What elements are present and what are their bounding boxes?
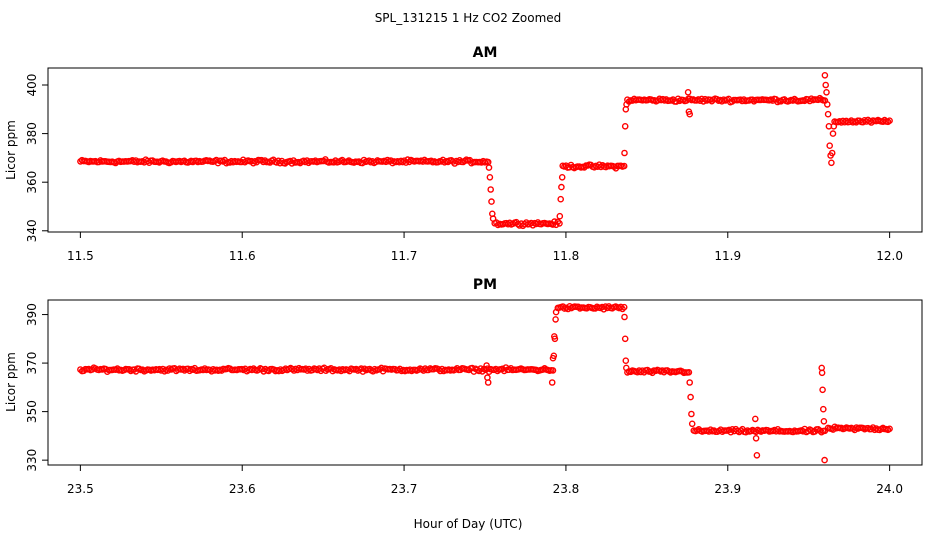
pm-point-transition-2 — [484, 379, 492, 386]
am-x-tick-label-5: 12.0 — [876, 249, 903, 263]
am-point-transition-25 — [828, 159, 835, 167]
am-point-transition-19 — [823, 89, 830, 96]
am-point-seg2-19 — [591, 163, 598, 171]
pm-point-transition-24 — [820, 405, 827, 413]
am-point-transition-16 — [686, 110, 694, 118]
am-panel: AM Licor ppm 11.5 11.6 11.7 11.8 11.9 12.0 340… — [4, 45, 923, 263]
pm-x-tick-label-3: 23.8 — [553, 482, 580, 496]
pm-point-transition-5 — [550, 352, 558, 360]
am-point-seg1-39 — [556, 220, 563, 227]
pm-x-tick-label-0: 23.5 — [67, 482, 94, 496]
am-plot-frame — [47, 67, 923, 233]
pm-y-tick-label-0: 330 — [25, 449, 39, 472]
am-x-tick-label-1: 11.6 — [229, 249, 256, 263]
am-x-tick-label-3: 11.8 — [553, 249, 580, 263]
pm-point-seg1-39 — [620, 303, 628, 311]
pm-point-transition-13 — [623, 364, 630, 372]
pm-point-seg0-50 — [161, 367, 168, 375]
am-y-tick-label-3: 400 — [25, 74, 39, 97]
pm-point-transition-3 — [548, 379, 556, 386]
pm-point-seg0-127 — [290, 367, 298, 374]
am-point-transition-2 — [487, 186, 495, 193]
pm-point-seg2-12 — [644, 366, 651, 374]
am-point-transition-21 — [824, 110, 832, 118]
pm-y-tick-label-3: 390 — [25, 303, 39, 326]
am-point-transition-23 — [826, 142, 834, 149]
am-point-transition-1 — [486, 173, 494, 181]
am-series-points — [77, 72, 893, 230]
pm-point-transition-18 — [752, 415, 759, 423]
am-point-transition-27 — [829, 130, 837, 137]
am-point-transition-7 — [557, 195, 565, 203]
am-point-transition-26 — [828, 149, 836, 157]
pm-point-seg2-37 — [685, 368, 693, 376]
am-y-tick-label-0: 340 — [25, 219, 39, 242]
am-point-transition-0 — [485, 164, 493, 171]
am-point-seg1-38 — [554, 218, 562, 226]
am-point-seg2-37 — [620, 162, 628, 170]
am-x-tick-label-2: 11.7 — [391, 249, 418, 263]
am-point-transition-18 — [822, 81, 830, 89]
am-point-transition-5 — [489, 215, 497, 222]
am-point-transition-6 — [556, 212, 564, 220]
pm-point-transition-26 — [821, 456, 828, 464]
pm-panel: PM Licor ppm 23.5 23.6 23.7 23.8 23.9 24.0 330… — [4, 277, 923, 496]
pm-point-transition-9 — [552, 308, 560, 316]
pm-y-tick-label-1: 350 — [25, 400, 39, 423]
pm-point-transition-25 — [820, 417, 828, 425]
pm-point-seg0-281 — [549, 367, 557, 374]
am-point-transition-28 — [830, 123, 838, 130]
pm-point-transition-22 — [818, 369, 826, 377]
pm-y-tick-label-2: 370 — [25, 352, 39, 375]
pm-point-seg1-38 — [619, 305, 626, 313]
am-point-transition-11 — [621, 123, 629, 130]
figure-suptitle: SPL_131215 1 Hz CO2 Zoomed — [375, 11, 562, 25]
pm-point-transition-7 — [551, 335, 559, 343]
pm-point-transition-23 — [819, 386, 826, 394]
pm-x-tick-label-4: 23.9 — [714, 482, 741, 496]
pm-plot-frame — [47, 299, 923, 466]
pm-point-transition-12 — [622, 357, 630, 365]
am-point-transition-3 — [488, 198, 495, 205]
am-y-tick-label-2: 380 — [25, 122, 39, 145]
pm-point-transition-14 — [686, 379, 694, 386]
am-point-seg4-33 — [886, 117, 893, 124]
pm-point-transition-11 — [621, 335, 629, 343]
pm-x-tick-label-1: 23.6 — [229, 482, 256, 496]
am-y-axis-label: Licor ppm — [4, 120, 18, 180]
pm-y-axis-label: Licor ppm — [4, 352, 18, 412]
pm-plot-area: 23.5 23.6 23.7 23.8 23.9 24.0 330 350 370 390 — [25, 299, 923, 496]
pm-point-transition-10 — [621, 313, 628, 321]
pm-point-transition-15 — [687, 393, 694, 401]
pm-point-transition-16 — [688, 410, 695, 418]
am-point-transition-10 — [621, 149, 628, 157]
pm-point-transition-17 — [688, 420, 696, 428]
am-point-transition-14 — [684, 89, 692, 96]
pm-point-seg4-37 — [886, 425, 893, 433]
am-point-transition-17 — [821, 72, 829, 79]
am-x-tick-label-4: 11.9 — [714, 249, 741, 263]
pm-point-transition-0 — [483, 362, 490, 369]
pm-point-transition-19 — [752, 434, 760, 442]
am-point-transition-8 — [558, 183, 565, 191]
am-point-transition-9 — [558, 173, 566, 181]
am-y-tick-label-1: 360 — [25, 171, 39, 194]
am-plot-area: 11.5 11.6 11.7 11.8 11.9 12.0 340 360 380 400 — [25, 67, 923, 263]
pm-x-tick-label-2: 23.7 — [391, 482, 418, 496]
pm-x-tick-label-5: 24.0 — [876, 482, 903, 496]
am-x-tick-label-0: 11.5 — [67, 249, 94, 263]
am-point-transition-20 — [824, 101, 831, 108]
am-point-transition-13 — [623, 101, 630, 108]
pm-point-seg0-65 — [186, 367, 193, 375]
pm-point-transition-8 — [552, 316, 559, 323]
pm-panel-title: PM — [473, 277, 497, 293]
pm-point-transition-20 — [753, 451, 761, 459]
figure-x-axis-label: Hour of Day (UTC) — [414, 517, 523, 531]
pm-series-points — [77, 302, 893, 464]
am-panel-title: AM — [473, 45, 498, 61]
